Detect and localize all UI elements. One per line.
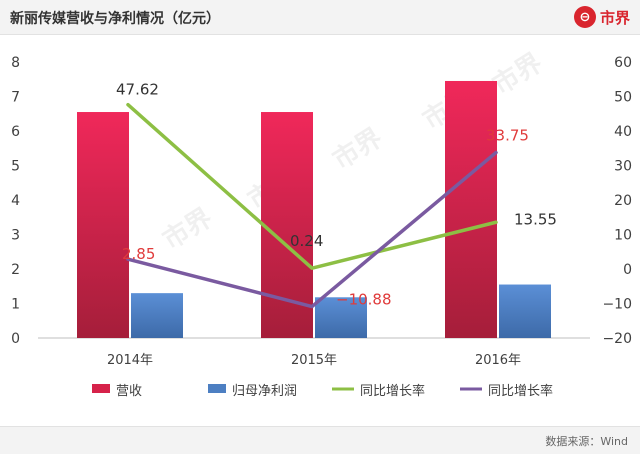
data-label: 33.75 xyxy=(486,127,529,145)
title-bar: 新丽传媒营收与净利情况（亿元） ⊖ 市界 xyxy=(0,0,640,35)
logo-icon: ⊖ xyxy=(573,6,596,28)
y-right-tick-label: 60 xyxy=(614,55,632,71)
footer-bar: 数据来源：Wind xyxy=(0,426,640,454)
y-left-tick-label: 4 xyxy=(11,193,20,209)
y-left-tick-label: 1 xyxy=(11,297,20,313)
bars xyxy=(77,80,551,339)
axes: 0 1 2 3 4 5 6 7 8 −20 −10 0 10 20 30 40 50 60 2014年 2015年 20… xyxy=(11,55,632,368)
y-right-tick-label: 30 xyxy=(614,159,632,175)
y-left-tick-label: 5 xyxy=(11,159,20,175)
bar-net-profit xyxy=(315,297,367,338)
y-right-tick-label: −10 xyxy=(602,297,632,313)
legend-label: 同比增长率 xyxy=(488,383,553,399)
source-note: 数据来源：Wind xyxy=(545,435,628,448)
legend-label: 归母净利润 xyxy=(232,384,297,399)
y-left-tick-label: 2 xyxy=(11,262,20,278)
y-left-tick-label: 8 xyxy=(11,55,20,71)
data-labels: 47.62 0.24 13.55 2.85 −10.88 33.75 xyxy=(116,81,557,309)
y-right-tick-label: 40 xyxy=(614,124,632,140)
y-right-tick-label: 50 xyxy=(614,90,632,106)
line-growth-green xyxy=(126,102,498,270)
legend-swatch xyxy=(208,384,226,393)
lines xyxy=(126,102,498,309)
combo-chart: 市界市界市界市界市界市界 012345678−20−10010203040506… xyxy=(11,47,632,399)
watermark-text: 市界 xyxy=(157,202,218,256)
chart-title: 新丽传媒营收与净利情况（亿元） xyxy=(10,11,220,27)
data-label: 2.85 xyxy=(122,245,155,263)
bar-revenue xyxy=(445,80,497,338)
legend-label: 同比增长率 xyxy=(360,383,425,399)
data-label: 0.24 xyxy=(290,232,323,250)
legend: 营收 归母净利润 同比增长率 同比增长率 xyxy=(92,383,553,399)
x-tick-label: 2015年 xyxy=(291,353,337,368)
y-left-tick-label: 6 xyxy=(11,124,20,140)
line-growth-purple xyxy=(126,150,498,309)
y-left-tick-label: 0 xyxy=(11,331,20,347)
brand-logo: ⊖ 市界 xyxy=(573,5,630,29)
data-label: 47.62 xyxy=(116,81,159,99)
watermark-text: 市界 xyxy=(327,122,388,176)
bar-revenue xyxy=(77,112,129,339)
bar-net-profit xyxy=(131,293,183,338)
y-right-tick-label: 0 xyxy=(623,262,632,278)
x-tick-label: 2016年 xyxy=(475,353,521,368)
data-label: −10.88 xyxy=(336,291,392,309)
data-label: 13.55 xyxy=(514,210,557,228)
legend-label: 营收 xyxy=(116,384,142,399)
y-right-tick-label: 20 xyxy=(614,193,632,209)
y-right-tick-label: 10 xyxy=(614,228,632,244)
bar-net-profit xyxy=(499,284,551,338)
y-right-tick-label: −20 xyxy=(602,331,632,347)
logo-text: 市界 xyxy=(599,8,630,27)
y-left-tick-label: 3 xyxy=(11,228,20,244)
legend-swatch xyxy=(92,384,110,393)
y-left-tick-label: 7 xyxy=(11,90,20,106)
x-tick-label: 2014年 xyxy=(107,353,153,368)
